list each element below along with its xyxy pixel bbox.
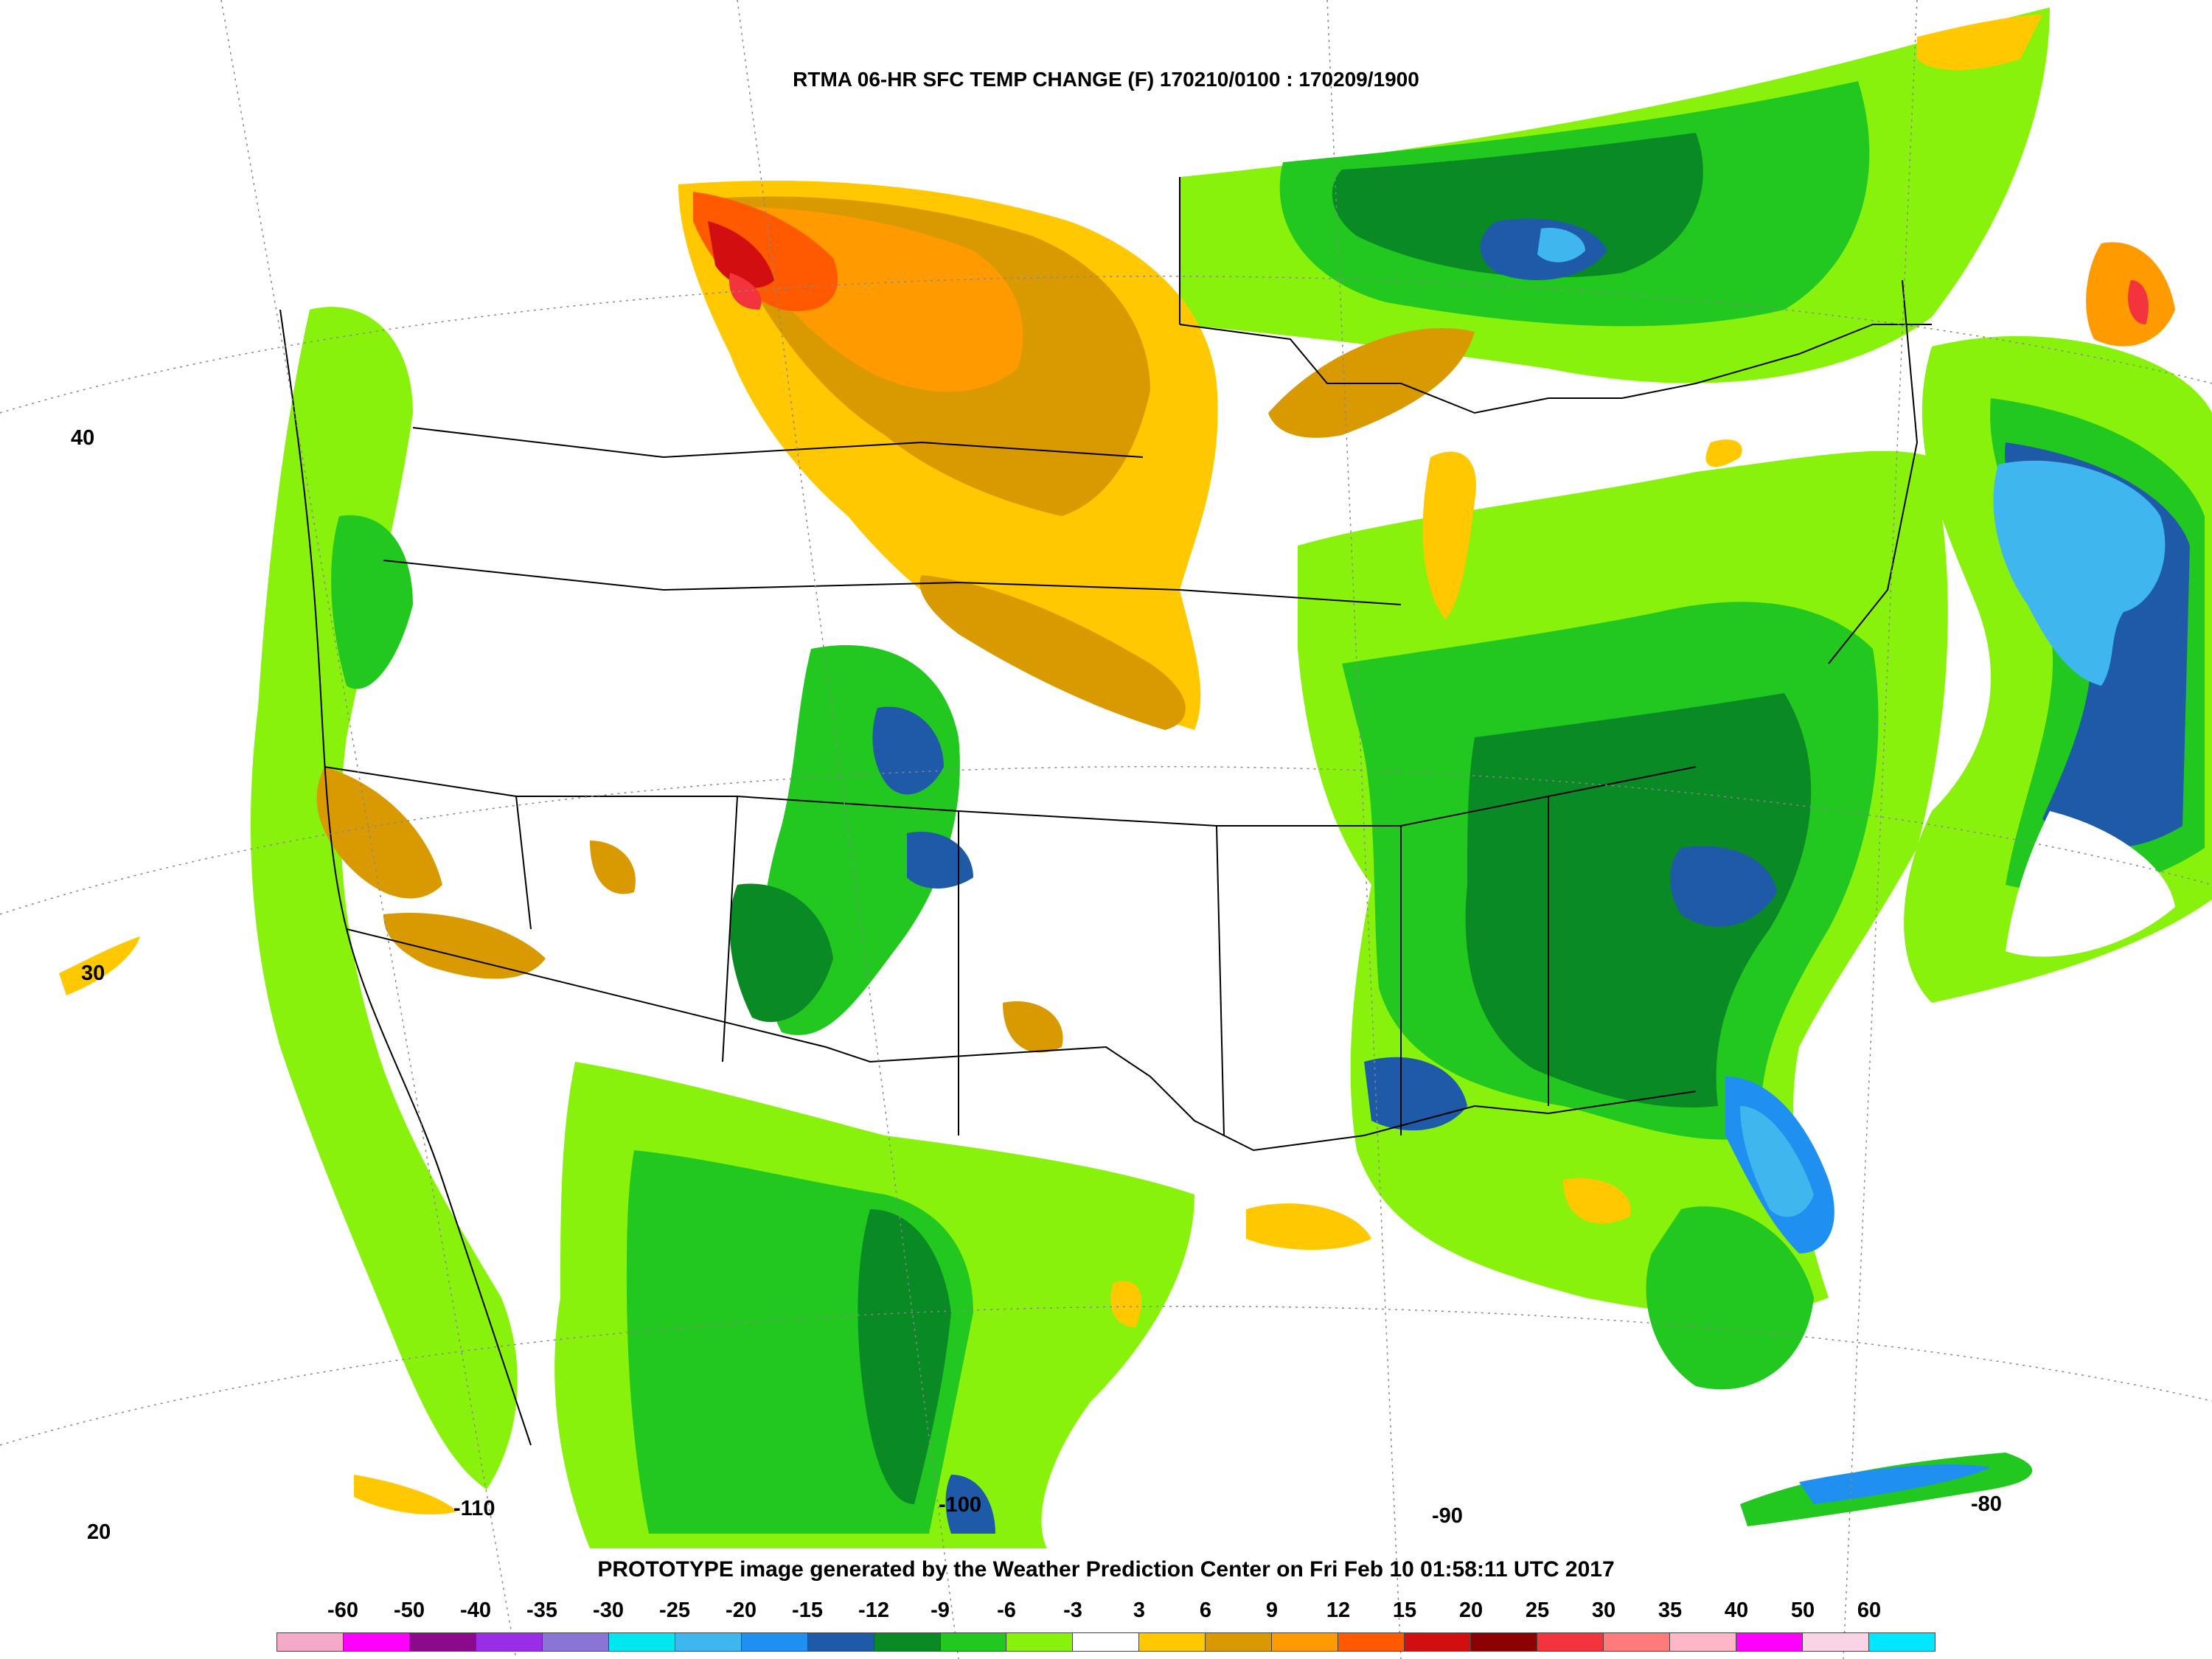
legend-color-bar xyxy=(276,1632,1935,1652)
legend-swatch xyxy=(1604,1633,1671,1651)
western-green-field xyxy=(251,307,973,1489)
map-title: RTMA 06-HR SFC TEMP CHANGE (F) 170210/01… xyxy=(793,68,1419,91)
legend-swatch xyxy=(1272,1633,1339,1651)
legend-label: -20 xyxy=(726,1599,757,1622)
lon-label-110: -110 xyxy=(453,1497,495,1520)
plains-warm-field xyxy=(678,181,1218,730)
legend-swatch xyxy=(1006,1633,1074,1651)
legend-label: -3 xyxy=(1063,1599,1082,1622)
legend-label: 12 xyxy=(1326,1599,1351,1622)
legend-swatch xyxy=(741,1633,808,1651)
legend-swatch xyxy=(874,1633,941,1651)
legend-swatch xyxy=(807,1633,874,1651)
legend-swatch xyxy=(1736,1633,1803,1651)
legend-label: 30 xyxy=(1591,1599,1616,1622)
cuba-field xyxy=(1740,1453,2033,1526)
footer-caption: PROTOTYPE image generated by the Weather… xyxy=(597,1557,1615,1582)
western-warm-pockets xyxy=(59,242,2175,1514)
lon-label-100: -100 xyxy=(939,1493,982,1517)
legend-swatch xyxy=(1073,1633,1140,1651)
legend-label: 40 xyxy=(1724,1599,1749,1622)
legend-swatch xyxy=(1338,1633,1405,1651)
legend-label: 20 xyxy=(1458,1599,1484,1622)
legend-label: 9 xyxy=(1265,1599,1279,1622)
lon-label-80: -80 xyxy=(1971,1492,2002,1516)
canada-field xyxy=(1180,7,2050,383)
legend-swatch xyxy=(409,1633,476,1651)
legend-swatch xyxy=(940,1633,1007,1651)
outlines xyxy=(279,177,1932,1446)
legend-swatch xyxy=(542,1633,609,1651)
legend-label: 3 xyxy=(1133,1599,1146,1622)
lat-label-30: 30 xyxy=(81,961,105,985)
legend-label: -40 xyxy=(460,1599,491,1622)
legend-swatch xyxy=(1471,1633,1538,1651)
lat-label-40: 40 xyxy=(71,426,95,450)
legend-label: 6 xyxy=(1199,1599,1212,1622)
legend-swatch xyxy=(476,1633,543,1651)
legend-label: -50 xyxy=(394,1599,425,1622)
atlantic-field xyxy=(1904,335,2212,1004)
legend-label: 25 xyxy=(1525,1599,1550,1622)
legend-labels: -60 -50 -40 -35 -30 -25 -20 -15 -12 -9 -6 -3 3 6 9 12 15… xyxy=(276,1599,1935,1625)
legend-label: -60 xyxy=(327,1599,358,1622)
legend-label: -15 xyxy=(792,1599,823,1622)
lon-label-90: -90 xyxy=(1432,1504,1463,1528)
legend-label: 15 xyxy=(1392,1599,1417,1622)
legend-swatch xyxy=(1206,1633,1273,1651)
legend-label: 50 xyxy=(1790,1599,1815,1622)
legend-swatch xyxy=(1537,1633,1604,1651)
legend-swatch xyxy=(1868,1633,1935,1651)
lat-label-20: 20 xyxy=(87,1520,111,1544)
legend-swatch xyxy=(277,1633,344,1651)
legend-label: 60 xyxy=(1857,1599,1882,1622)
legend-label: -25 xyxy=(659,1599,690,1622)
legend-label: -12 xyxy=(858,1599,889,1622)
legend-swatch xyxy=(675,1633,742,1651)
legend-swatch xyxy=(608,1633,675,1651)
legend-swatch xyxy=(343,1633,410,1651)
legend-swatch xyxy=(1139,1633,1206,1651)
legend-label: -35 xyxy=(526,1599,557,1622)
southern-green-field xyxy=(554,1062,1194,1548)
legend-swatch xyxy=(1670,1633,1736,1651)
legend-label: 35 xyxy=(1658,1599,1683,1622)
legend-label: -6 xyxy=(997,1599,1016,1622)
legend-swatch xyxy=(1405,1633,1472,1651)
legend-swatch xyxy=(1802,1633,1869,1651)
legend-label: -9 xyxy=(931,1599,950,1622)
legend-label: -30 xyxy=(593,1599,624,1622)
